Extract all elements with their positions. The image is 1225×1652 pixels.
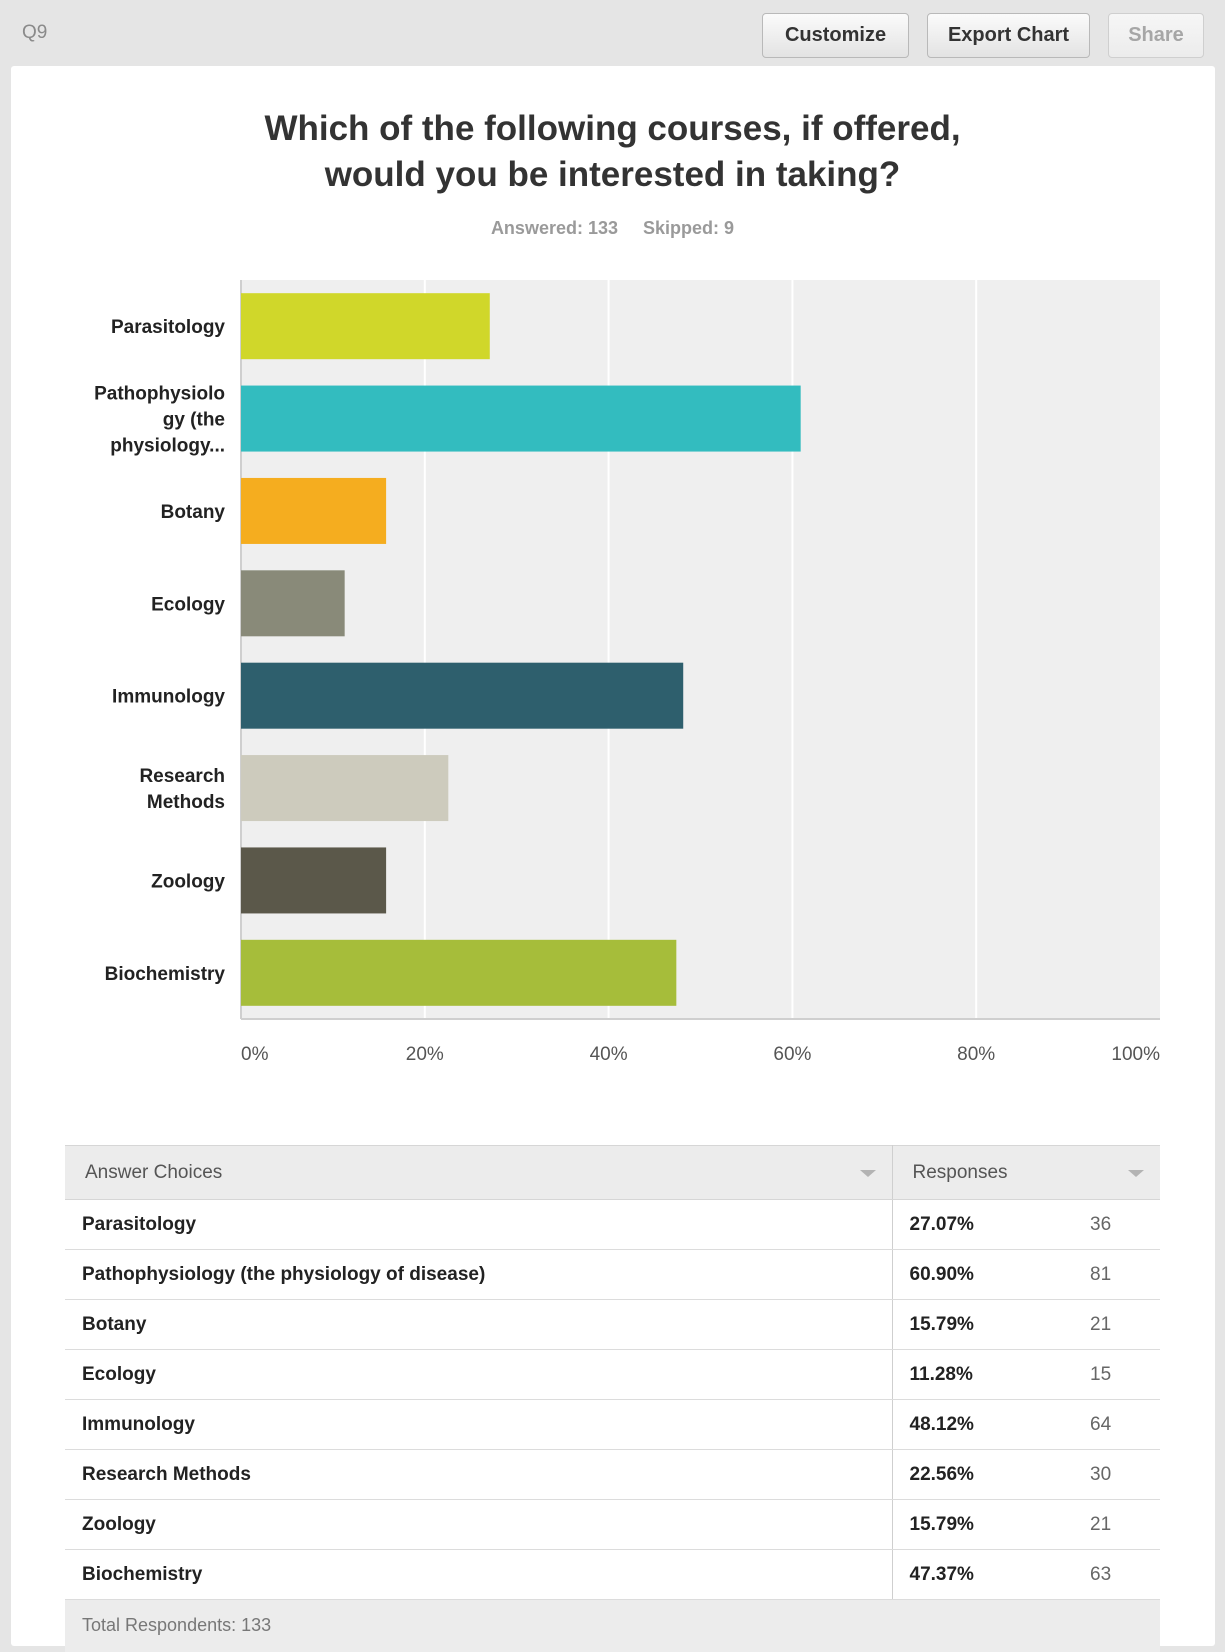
table-footer-row: Total Respondents: 133 bbox=[65, 1599, 1160, 1652]
response-percent: 48.12% bbox=[892, 1399, 1080, 1450]
answer-choice-label: Research Methods bbox=[65, 1449, 893, 1500]
answer-choice-label: Parasitology bbox=[65, 1199, 893, 1250]
bar bbox=[241, 293, 490, 360]
response-count: 30 bbox=[1080, 1449, 1160, 1500]
answer-choices-header-label: Answer Choices bbox=[85, 1161, 223, 1183]
responses-header[interactable]: Responses bbox=[892, 1145, 1160, 1200]
response-stats: Answered: 133 Skipped: 9 bbox=[0, 218, 1225, 239]
sort-caret-icon[interactable] bbox=[1128, 1170, 1144, 1177]
category-label: Research bbox=[139, 766, 225, 787]
bar bbox=[241, 662, 684, 729]
response-count: 64 bbox=[1080, 1399, 1160, 1450]
response-percent: 15.79% bbox=[892, 1299, 1080, 1350]
response-count: 81 bbox=[1080, 1249, 1160, 1300]
x-tick-label: 80% bbox=[957, 1044, 995, 1065]
bar bbox=[241, 847, 387, 914]
table-row: Immunology 48.12% 64 bbox=[65, 1399, 1160, 1450]
response-percent: 47.37% bbox=[892, 1549, 1080, 1600]
answer-choices-header[interactable]: Answer Choices bbox=[65, 1145, 893, 1200]
response-percent: 15.79% bbox=[892, 1499, 1080, 1550]
question-header: Q9 Customize Export Chart Share bbox=[0, 0, 1225, 68]
response-count: 15 bbox=[1080, 1349, 1160, 1400]
response-percent: 11.28% bbox=[892, 1349, 1080, 1400]
x-tick-label: 40% bbox=[590, 1044, 628, 1065]
skipped-count: Skipped: 9 bbox=[643, 218, 735, 238]
answer-choice-label: Immunology bbox=[65, 1399, 893, 1450]
category-label: Pathophysiolo bbox=[94, 384, 225, 405]
table-row: Ecology 11.28% 15 bbox=[65, 1349, 1160, 1400]
category-label: Methods bbox=[147, 792, 225, 813]
bar bbox=[241, 570, 345, 637]
category-label: physiology... bbox=[110, 436, 225, 457]
table-row: Parasitology 27.07% 36 bbox=[65, 1199, 1160, 1250]
table-row: Biochemistry 47.37% 63 bbox=[65, 1549, 1160, 1600]
bar bbox=[241, 477, 387, 544]
category-label: Biochemistry bbox=[105, 964, 226, 985]
total-respondents: Total Respondents: 133 bbox=[65, 1599, 1160, 1652]
bar-chart: 0% 20% 40% 60% 80% 100% Parasitology Pathophysi… bbox=[94, 280, 1160, 1065]
x-tick-label: 20% bbox=[406, 1044, 444, 1065]
answer-choice-label: Botany bbox=[65, 1299, 893, 1350]
question-title-line-1: Which of the following courses, if offer… bbox=[264, 109, 961, 148]
category-label: Ecology bbox=[151, 594, 225, 615]
export-chart-button[interactable]: Export Chart bbox=[927, 13, 1090, 58]
table-header-row: Answer Choices Responses bbox=[65, 1145, 1160, 1200]
bar bbox=[241, 755, 449, 822]
question-number: Q9 bbox=[22, 22, 48, 43]
sort-caret-icon[interactable] bbox=[859, 1170, 876, 1177]
response-percent: 27.07% bbox=[892, 1199, 1080, 1250]
x-tick-label: 0% bbox=[241, 1044, 269, 1065]
bar bbox=[241, 939, 677, 1006]
answer-choice-label: Biochemistry bbox=[65, 1549, 893, 1600]
answer-choice-label: Zoology bbox=[65, 1499, 893, 1550]
table-row: Botany 15.79% 21 bbox=[65, 1299, 1160, 1350]
response-percent: 60.90% bbox=[892, 1249, 1080, 1300]
category-label: Botany bbox=[161, 502, 226, 523]
category-label: gy (the bbox=[163, 410, 225, 431]
category-label: Zoology bbox=[151, 871, 225, 892]
table-row: Pathophysiology (the physiology of disea… bbox=[65, 1249, 1160, 1300]
responses-header-label: Responses bbox=[912, 1161, 1008, 1183]
answered-count: Answered: 133 bbox=[490, 218, 618, 238]
response-percent: 22.56% bbox=[892, 1449, 1080, 1500]
x-tick-label: 100% bbox=[1111, 1044, 1160, 1065]
question-title: Which of the following courses, if offer… bbox=[0, 106, 1225, 198]
table-row: Research Methods 22.56% 30 bbox=[65, 1449, 1160, 1500]
answer-choice-label: Pathophysiology (the physiology of disea… bbox=[65, 1249, 893, 1300]
answer-choice-label: Ecology bbox=[65, 1349, 893, 1400]
response-count: 21 bbox=[1080, 1499, 1160, 1550]
share-button[interactable]: Share bbox=[1108, 13, 1204, 58]
response-count: 21 bbox=[1080, 1299, 1160, 1350]
category-label: Immunology bbox=[112, 687, 225, 708]
question-title-line-2: would you be interested in taking? bbox=[324, 155, 901, 194]
table-row: Zoology 15.79% 21 bbox=[65, 1499, 1160, 1550]
x-tick-label: 60% bbox=[773, 1044, 811, 1065]
customize-button[interactable]: Customize bbox=[762, 13, 909, 58]
category-label: Parasitology bbox=[111, 317, 225, 338]
responses-table: Answer Choices Responses Parasitology 27.… bbox=[65, 1145, 1160, 1652]
response-count: 36 bbox=[1080, 1199, 1160, 1250]
bar bbox=[241, 385, 801, 452]
response-count: 63 bbox=[1080, 1549, 1160, 1600]
